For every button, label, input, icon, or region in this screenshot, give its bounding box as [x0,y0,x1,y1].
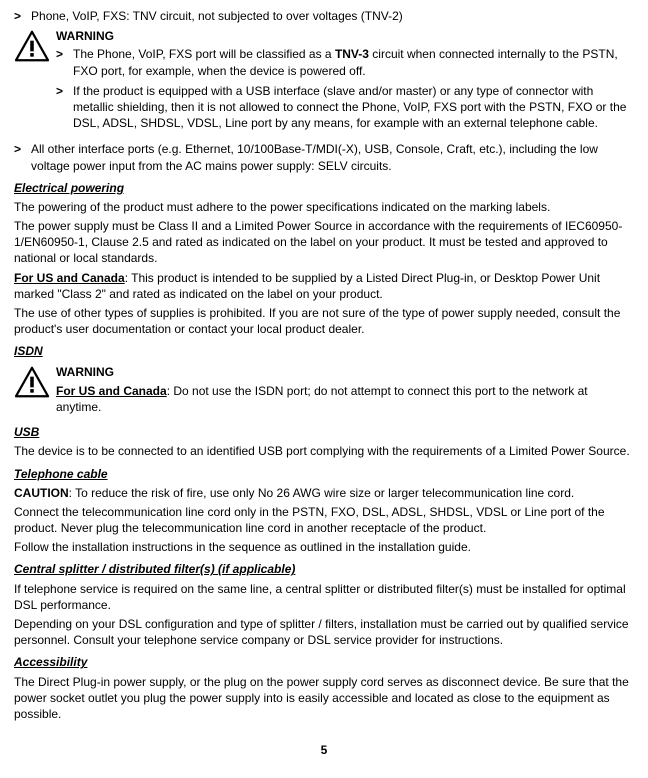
bullet-text: If the product is equipped with a USB in… [73,83,634,132]
access-p1: The Direct Plug-in power supply, or the … [14,674,634,723]
warning-icon [14,28,56,135]
bullet-text: All other interface ports (e.g. Ethernet… [31,141,634,173]
warning1-item-2: > If the product is equipped with a USB … [56,83,634,132]
isdn-warn-text: For US and Canada: Do not use the ISDN p… [56,383,634,415]
heading-electrical: Electrical powering [14,180,634,196]
bullet-marker: > [14,141,31,173]
warning-title: WARNING [56,364,634,380]
page-number: 5 [14,742,634,758]
bullet-marker: > [14,8,31,24]
heading-usb: USB [14,424,634,440]
heading-splitter: Central splitter / distributed filter(s)… [14,561,634,577]
bullet-marker: > [56,46,73,78]
splitter-p2: Depending on your DSL configuration and … [14,616,634,648]
warning-icon [14,364,56,419]
elec-p2: The power supply must be Class II and a … [14,218,634,267]
bullet-tnv2: > Phone, VoIP, FXS: TNV circuit, not sub… [14,8,634,24]
bullet-text: The Phone, VoIP, FXS port will be classi… [73,46,634,78]
heading-accessibility: Accessibility [14,654,634,670]
tel-p2: Connect the telecommunication line cord … [14,504,634,536]
elec-p3: For US and Canada: This product is inten… [14,270,634,302]
bullet-marker: > [56,83,73,132]
warning1-item-1: > The Phone, VoIP, FXS port will be clas… [56,46,634,78]
elec-p1: The powering of the product must adhere … [14,199,634,215]
splitter-p1: If telephone service is required on the … [14,581,634,613]
warning-block-1: WARNING > The Phone, VoIP, FXS port will… [14,28,634,135]
tel-caution: CAUTION: To reduce the risk of fire, use… [14,485,634,501]
bullet-selv: > All other interface ports (e.g. Ethern… [14,141,634,173]
warning-title: WARNING [56,28,634,44]
bullet-text: Phone, VoIP, FXS: TNV circuit, not subje… [31,8,634,24]
usb-p1: The device is to be connected to an iden… [14,443,634,459]
heading-isdn: ISDN [14,343,634,359]
warning-block-isdn: WARNING For US and Canada: Do not use th… [14,364,634,419]
heading-telephone: Telephone cable [14,466,634,482]
tel-p3: Follow the installation instructions in … [14,539,634,555]
elec-p4: The use of other types of supplies is pr… [14,305,634,337]
